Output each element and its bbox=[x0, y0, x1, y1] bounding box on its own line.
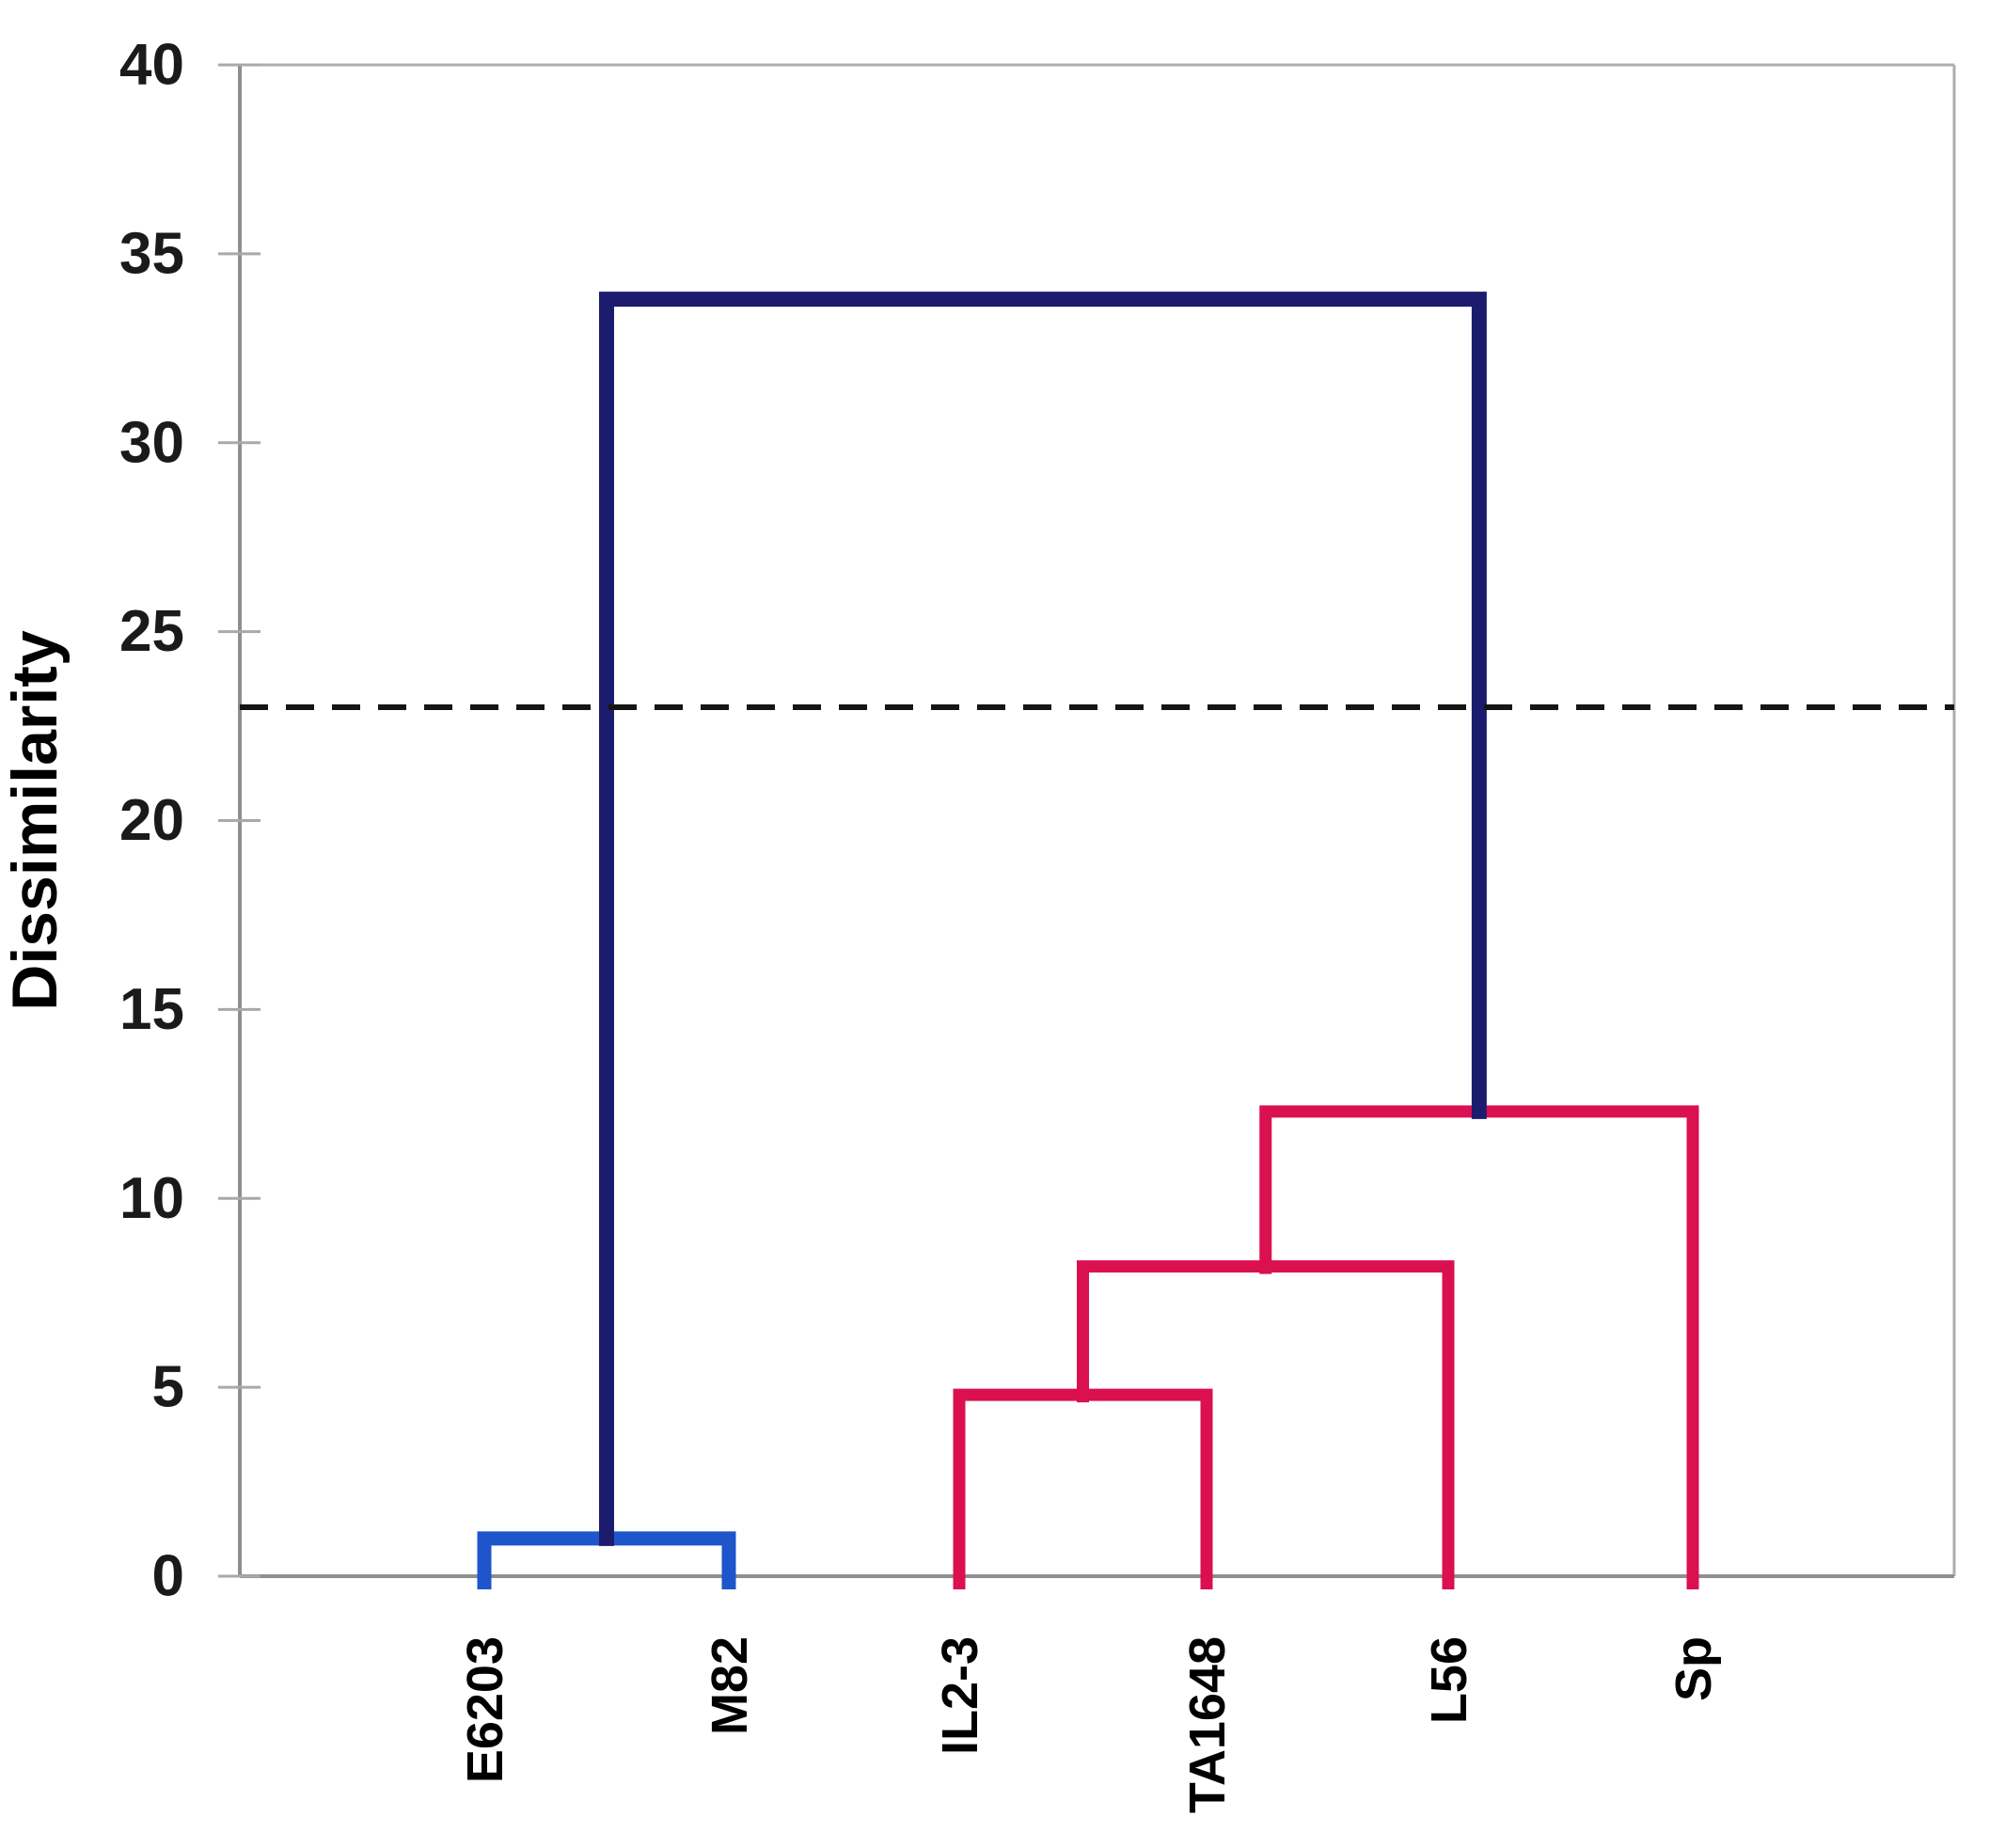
x-leaf-label-TA1648: TA1648 bbox=[1179, 1636, 1236, 1813]
x-leaf-label-L56: L56 bbox=[1421, 1636, 1477, 1724]
x-leaf-label-IL2-3: IL2-3 bbox=[932, 1636, 988, 1755]
cluster-link-navy-root-join bbox=[599, 292, 1487, 1546]
cluster-link-red-pair-IL2-3-TA1648 bbox=[953, 1388, 1213, 1589]
y-axis-title: Dissimilarity bbox=[0, 630, 71, 1011]
y-tick-label: 5 bbox=[152, 1355, 184, 1420]
x-axis-leaf-labels: E6203 M82 IL2-3 TA1648 L56 Sp bbox=[457, 1636, 1722, 1813]
y-tick-label: 0 bbox=[152, 1544, 184, 1609]
cluster-link-red-join-with-Sp bbox=[1259, 1105, 1699, 1589]
y-tick-label: 10 bbox=[119, 1166, 184, 1231]
x-leaf-label-Sp: Sp bbox=[1665, 1636, 1722, 1701]
y-tick-label: 15 bbox=[119, 977, 184, 1042]
dendrogram-links bbox=[477, 292, 1699, 1589]
x-leaf-label-E6203: E6203 bbox=[457, 1636, 513, 1783]
cluster-link-red-join-with-L56 bbox=[1077, 1260, 1455, 1589]
y-tick-label: 30 bbox=[119, 410, 184, 475]
y-axis-ticks: 40 35 30 25 20 15 10 5 0 bbox=[119, 33, 260, 1609]
cluster-link-blue-pair-E6203-M82 bbox=[477, 1531, 736, 1589]
y-tick-label: 25 bbox=[119, 599, 184, 664]
y-tick-label: 20 bbox=[119, 788, 184, 853]
y-tick-label: 35 bbox=[119, 221, 184, 286]
x-leaf-label-M82: M82 bbox=[702, 1636, 758, 1735]
y-tick-label: 40 bbox=[119, 33, 184, 98]
